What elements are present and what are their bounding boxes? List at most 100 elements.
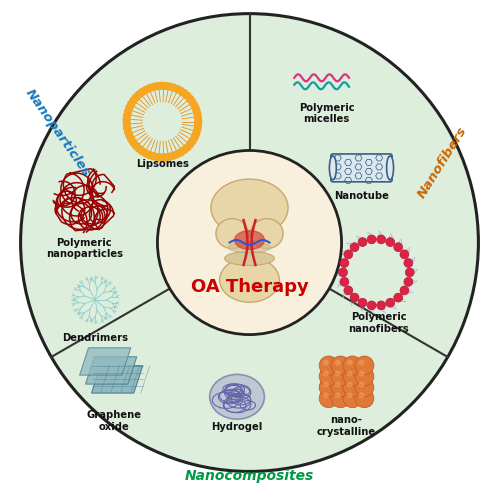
- Circle shape: [347, 393, 352, 398]
- Circle shape: [355, 367, 374, 386]
- Circle shape: [340, 278, 349, 286]
- Circle shape: [323, 382, 328, 387]
- Circle shape: [133, 142, 140, 150]
- Circle shape: [195, 118, 202, 125]
- Circle shape: [343, 367, 362, 386]
- Circle shape: [331, 356, 350, 375]
- Circle shape: [319, 356, 338, 375]
- Circle shape: [404, 278, 413, 286]
- Circle shape: [154, 154, 161, 160]
- Circle shape: [189, 138, 196, 144]
- FancyBboxPatch shape: [331, 154, 392, 182]
- Polygon shape: [79, 348, 131, 375]
- Circle shape: [174, 150, 181, 158]
- Circle shape: [178, 88, 185, 94]
- Circle shape: [331, 378, 350, 397]
- Circle shape: [150, 84, 157, 90]
- Circle shape: [126, 104, 133, 111]
- Ellipse shape: [229, 242, 270, 253]
- Circle shape: [323, 360, 328, 365]
- Circle shape: [359, 382, 364, 387]
- Circle shape: [404, 258, 413, 268]
- Circle shape: [150, 153, 157, 160]
- Circle shape: [142, 150, 149, 157]
- Circle shape: [181, 90, 188, 96]
- Circle shape: [319, 367, 338, 386]
- Circle shape: [339, 268, 347, 277]
- Circle shape: [344, 286, 353, 295]
- Text: Polymeric
nanofibers: Polymeric nanofibers: [349, 312, 409, 334]
- Circle shape: [193, 106, 200, 113]
- Circle shape: [166, 83, 173, 90]
- Circle shape: [124, 112, 131, 119]
- Circle shape: [347, 371, 352, 376]
- Circle shape: [377, 235, 386, 244]
- Circle shape: [135, 145, 142, 152]
- Circle shape: [386, 298, 395, 307]
- Circle shape: [331, 389, 350, 407]
- Circle shape: [394, 293, 403, 302]
- Circle shape: [331, 367, 350, 386]
- Circle shape: [166, 153, 173, 160]
- Ellipse shape: [387, 156, 394, 180]
- Circle shape: [20, 14, 479, 471]
- Circle shape: [181, 146, 188, 154]
- Ellipse shape: [235, 230, 264, 250]
- Circle shape: [323, 371, 328, 376]
- Circle shape: [158, 154, 165, 161]
- Circle shape: [187, 96, 194, 102]
- Circle shape: [123, 120, 130, 127]
- Circle shape: [400, 250, 409, 259]
- Circle shape: [335, 393, 340, 398]
- Circle shape: [191, 102, 198, 110]
- Text: nano-
crystalline: nano- crystalline: [317, 415, 376, 437]
- Circle shape: [124, 124, 131, 131]
- Circle shape: [377, 301, 386, 310]
- Circle shape: [170, 152, 177, 159]
- Circle shape: [405, 268, 414, 277]
- Circle shape: [191, 134, 198, 141]
- Circle shape: [184, 92, 191, 100]
- Circle shape: [128, 136, 135, 142]
- Circle shape: [335, 360, 340, 365]
- Circle shape: [178, 149, 185, 156]
- Circle shape: [355, 378, 374, 397]
- Text: Nanoparticles: Nanoparticles: [23, 87, 93, 180]
- Circle shape: [359, 393, 364, 398]
- Circle shape: [139, 88, 146, 96]
- Text: Lipsomes: Lipsomes: [136, 160, 189, 170]
- Text: Nanotube: Nanotube: [334, 192, 389, 202]
- Circle shape: [359, 371, 364, 376]
- Circle shape: [194, 110, 201, 117]
- Circle shape: [358, 298, 367, 307]
- Circle shape: [133, 94, 140, 101]
- Circle shape: [335, 382, 340, 387]
- Circle shape: [193, 130, 200, 137]
- Circle shape: [154, 82, 161, 89]
- Circle shape: [358, 238, 367, 246]
- Circle shape: [123, 116, 130, 123]
- Circle shape: [367, 301, 376, 310]
- Circle shape: [344, 250, 353, 259]
- Circle shape: [146, 84, 153, 91]
- Ellipse shape: [225, 252, 274, 266]
- Text: Polymeric
micelles: Polymeric micelles: [299, 102, 354, 124]
- Circle shape: [394, 242, 403, 252]
- Circle shape: [162, 154, 169, 161]
- Circle shape: [125, 128, 132, 135]
- Circle shape: [400, 286, 409, 295]
- Circle shape: [162, 82, 169, 89]
- Text: Nanocomposites: Nanocomposites: [185, 470, 314, 484]
- Circle shape: [319, 389, 338, 407]
- Circle shape: [195, 114, 202, 121]
- Circle shape: [343, 378, 362, 397]
- Circle shape: [195, 122, 202, 129]
- Circle shape: [347, 382, 352, 387]
- Circle shape: [319, 378, 338, 397]
- Ellipse shape: [329, 156, 336, 180]
- Circle shape: [158, 150, 341, 334]
- Circle shape: [170, 84, 177, 91]
- Circle shape: [158, 82, 165, 89]
- Text: Hydrogel: Hydrogel: [212, 422, 262, 432]
- Circle shape: [343, 389, 362, 407]
